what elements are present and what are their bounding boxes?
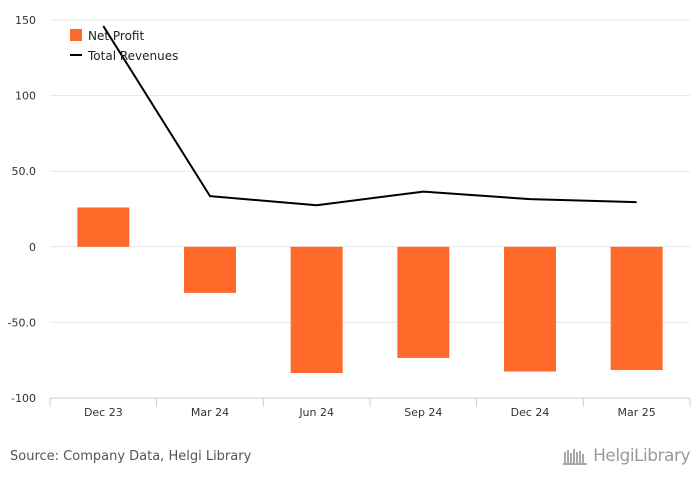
legend-net-profit-label: Net Profit (88, 29, 144, 43)
net-profit-bar (397, 246, 450, 358)
helgi-library-logo-icon (563, 449, 588, 465)
total-revenues-line (102, 25, 637, 207)
y-tick-label: 150 (15, 14, 36, 27)
total-revenues-line-layer (102, 25, 637, 207)
y-tick-label: 100 (15, 90, 36, 103)
net-profit-bar (77, 207, 130, 247)
net-profit-bar (184, 246, 236, 293)
x-axis: Dec 23 Mar 24 Jun 24 Sep 24 Dec 24 Mar 25 (49, 397, 691, 419)
legend-total-revenues-label: Total Revenues (87, 49, 178, 63)
helgi-library-logo-text: HelgiLibrary (593, 446, 690, 466)
x-tick-label: Sep 24 (404, 406, 442, 419)
x-tick-label: Mar 25 (618, 406, 656, 419)
y-tick-label: -50.0 (8, 316, 36, 329)
x-tick-label: Mar 24 (191, 406, 229, 419)
x-tick-label: Dec 23 (84, 406, 123, 419)
helgi-library-logo: HelgiLibrary (563, 446, 690, 466)
x-tick-label: Dec 24 (511, 406, 550, 419)
net-profit-bar (504, 246, 556, 372)
legend-net-profit-swatch (70, 29, 82, 41)
y-tick-label: -100 (11, 392, 36, 405)
y-axis-tick-labels: 150 100 50.0 0 -50.0 -100 (8, 14, 36, 405)
x-tick-label: Jun 24 (298, 406, 334, 419)
y-tick-label: 0 (29, 241, 36, 254)
source-note: Source: Company Data, Helgi Library (10, 449, 252, 464)
y-tick-label: 50.0 (12, 165, 37, 178)
net-profit-bar (610, 246, 663, 371)
grid-layer (50, 19, 690, 323)
net-profit-bar (290, 246, 343, 374)
legend: Net Profit Total Revenues (70, 29, 178, 63)
net-profit-bars (77, 207, 663, 374)
